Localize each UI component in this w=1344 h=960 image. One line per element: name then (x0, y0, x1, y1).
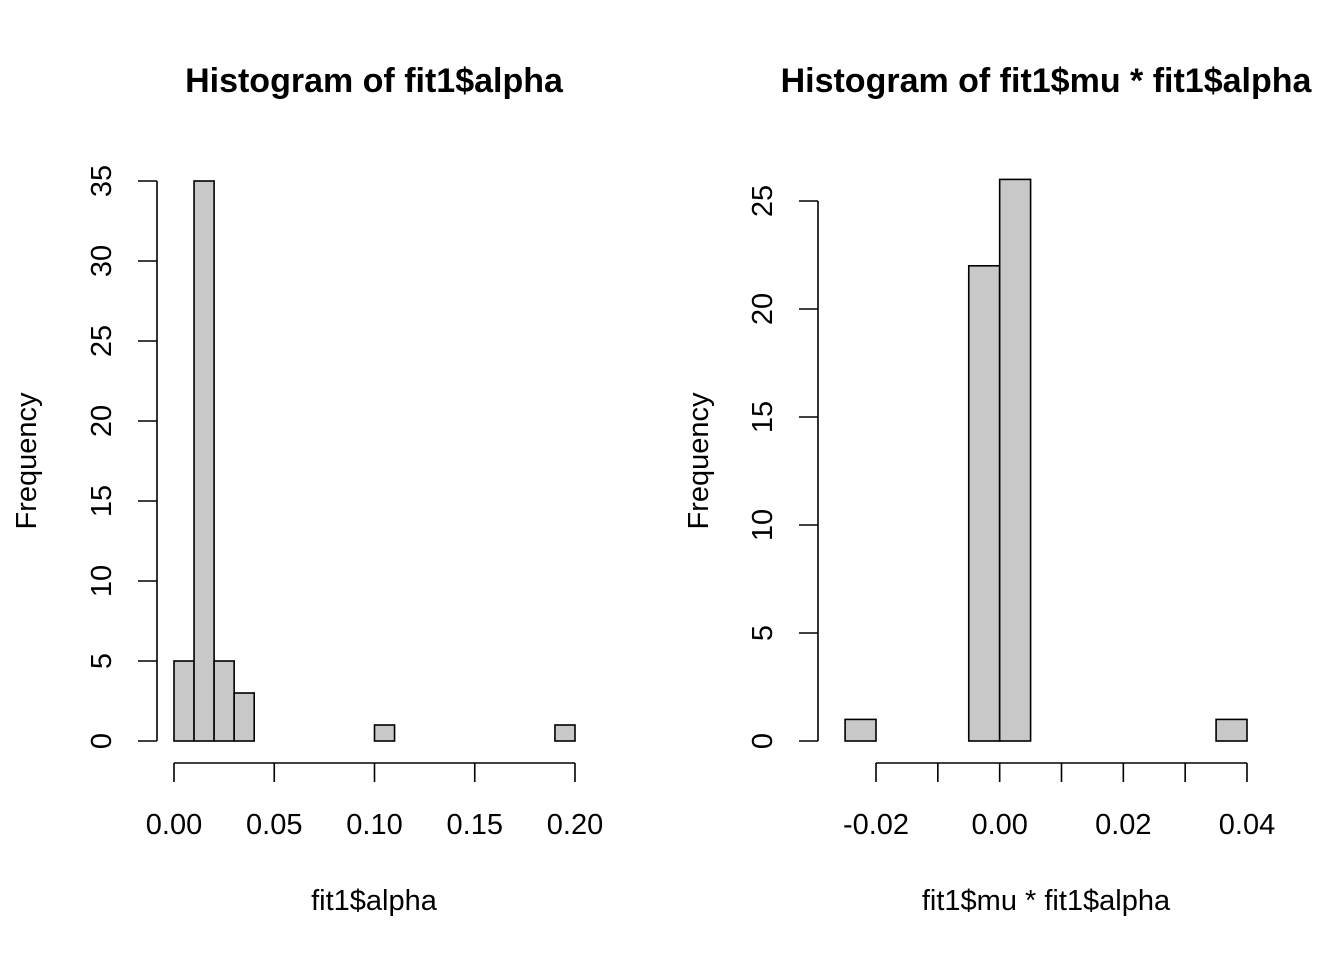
chart-title: Histogram of fit1$alpha (185, 62, 564, 100)
y-tick-label: 5 (747, 625, 779, 641)
x-axis-label: fit1$mu * fit1$alpha (922, 885, 1171, 917)
histogram-bar (554, 724, 576, 742)
histogram-bar (844, 718, 877, 742)
y-tick-label: 0 (747, 733, 779, 749)
y-tick-label: 0 (86, 733, 118, 749)
y-tick-label: 35 (86, 165, 118, 197)
histogram-bar (233, 692, 255, 742)
histogram-bar (173, 660, 195, 742)
histogram-bar (1215, 718, 1248, 742)
y-tick-label: 20 (747, 293, 779, 325)
x-tick-label: 0.00 (971, 809, 1027, 841)
y-axis-label: Frequency (11, 392, 43, 530)
x-axis-label: fit1$alpha (311, 885, 438, 917)
x-tick-label: 0.04 (1219, 809, 1275, 841)
x-tick-label: 0.20 (547, 809, 603, 841)
x-tick-label: 0.05 (246, 809, 302, 841)
x-tick-label: 0.00 (146, 809, 202, 841)
y-tick-label: 10 (747, 509, 779, 541)
histogram-bar (373, 724, 396, 742)
x-axis: -0.02 0.00 0.02 0.04 (843, 762, 1275, 841)
histogram-bar (193, 180, 215, 742)
histogram-panel-alpha: Histogram of fit1$alpha fit1$alpha Frequ… (11, 62, 603, 917)
y-axis: 0 5 10 15 20 25 (747, 185, 819, 749)
y-axis: 0 5 10 15 20 25 30 35 (86, 165, 158, 749)
y-tick-label: 15 (86, 485, 118, 517)
y-tick-label: 5 (86, 653, 118, 669)
x-tick-label: -0.02 (843, 809, 909, 841)
histogram-bar (213, 660, 235, 742)
y-tick-label: 15 (747, 401, 779, 433)
chart-title: Histogram of fit1$mu * fit1$alpha (781, 62, 1313, 100)
histogram-bar (998, 178, 1032, 742)
y-tick-label: 25 (747, 185, 779, 217)
y-axis-label: Frequency (683, 392, 715, 530)
y-tick-label: 10 (86, 565, 118, 597)
x-tick-label: 0.10 (346, 809, 402, 841)
bars (844, 178, 1248, 742)
x-tick-label: 0.02 (1095, 809, 1151, 841)
y-tick-label: 30 (86, 245, 118, 277)
x-axis: 0.00 0.05 0.10 0.15 0.20 (146, 762, 603, 841)
y-tick-label: 20 (86, 405, 118, 437)
y-tick-label: 25 (86, 325, 118, 357)
histogram-panel-mu-alpha: Histogram of fit1$mu * fit1$alpha fit1$m… (683, 62, 1313, 917)
histogram-bar (967, 264, 1001, 742)
bars (173, 180, 576, 742)
x-tick-label: 0.15 (447, 809, 503, 841)
